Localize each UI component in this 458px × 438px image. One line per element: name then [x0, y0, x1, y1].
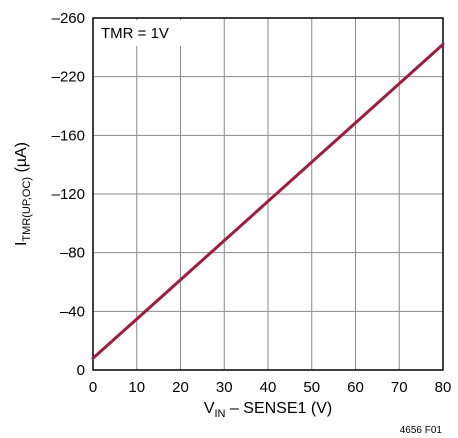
x-tick-label: 60: [347, 379, 364, 396]
x-tick-label: 0: [89, 379, 97, 396]
x-tick-label: 40: [260, 379, 277, 396]
series-line: [91, 42, 445, 360]
y-tick-label: –120: [52, 186, 85, 203]
y-tick-label: –40: [60, 303, 85, 320]
x-tick-label: 70: [391, 379, 408, 396]
grid: [93, 18, 443, 370]
annotation-text: TMR = 1V: [101, 25, 169, 42]
y-tick-label: –260: [52, 10, 85, 27]
annotation-box: [95, 20, 181, 46]
x-tick-label: 30: [216, 379, 233, 396]
figure-id: 4656 F01: [400, 425, 443, 436]
y-axis-label: ITMR(UP,OC) (µA): [13, 142, 33, 246]
y-tick-label: –220: [52, 69, 85, 86]
y-tick-label: –160: [52, 127, 85, 144]
x-axis-label: VIN – SENSE1 (V): [204, 400, 332, 420]
x-tick-label: 10: [128, 379, 145, 396]
plot-frame: [92, 17, 444, 371]
series-layer: [91, 42, 445, 360]
x-tick-label: 20: [172, 379, 189, 396]
x-tick-labels: 0 10 20 30 40 50 60 70 80: [89, 379, 452, 396]
x-tick-label: 80: [435, 379, 452, 396]
x-tick-label: 50: [303, 379, 320, 396]
y-tick-labels: 0 –40 –80 –120 –160 –220 –260: [52, 10, 85, 379]
y-tick-label: –80: [60, 245, 85, 262]
y-tick-label: 0: [77, 362, 85, 379]
